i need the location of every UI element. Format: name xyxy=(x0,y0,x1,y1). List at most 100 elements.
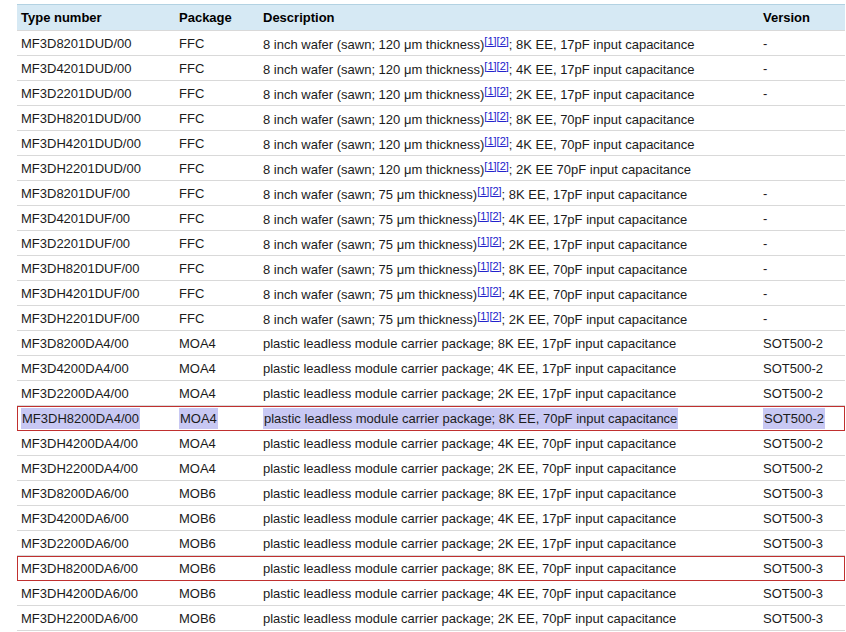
type-number: MF3DH4200DA4/00 xyxy=(21,436,138,451)
package: FFC xyxy=(179,161,204,176)
type-number-cell: MF3D8200DA6/00 xyxy=(17,481,175,506)
footnote-2-link[interactable]: [2] xyxy=(489,310,501,322)
footnote-2-link[interactable]: [2] xyxy=(489,235,501,247)
footnote-2-link[interactable]: [2] xyxy=(489,260,501,272)
package-cell: MOA4 xyxy=(175,331,259,356)
package: MOA4 xyxy=(179,361,216,376)
version-cell xyxy=(759,156,845,181)
type-number: MF3D8200DA4/00 xyxy=(21,336,129,351)
description-cell: 8 inch wafer (sawn; 120 μm thickness)[1]… xyxy=(259,81,759,106)
version-cell xyxy=(759,131,845,156)
description-cell: 8 inch wafer (sawn; 75 μm thickness)[1][… xyxy=(259,256,759,281)
footnote-2-link[interactable]: [2] xyxy=(489,210,501,222)
description-cell: 8 inch wafer (sawn; 75 μm thickness)[1][… xyxy=(259,306,759,331)
footnote-links: [1][2] xyxy=(477,262,501,277)
type-number-cell: MF3D4200DA4/00 xyxy=(17,356,175,381)
footnote-2-link[interactable]: [2] xyxy=(497,35,509,47)
version-cell: SOT500-3 xyxy=(759,606,845,631)
description-text: 8 inch wafer (sawn; 120 μm thickness) xyxy=(263,137,484,152)
package: MOB6 xyxy=(179,486,216,501)
header-row: Type number Package Description Version xyxy=(17,5,845,31)
version-cell: - xyxy=(759,31,845,56)
footnote-2-link[interactable]: [2] xyxy=(497,60,509,72)
type-number: MF3DH8200DA6/00 xyxy=(21,561,138,576)
table-row: MF3DH8200DA4/00 MOA4 plastic leadless mo… xyxy=(17,406,845,431)
type-number: MF3DH2200DA4/00 xyxy=(21,461,138,476)
table-row: MF3D8201DUF/00 FFC 8 inch wafer (sawn; 7… xyxy=(17,181,845,206)
footnote-1-link[interactable]: [1] xyxy=(484,110,496,122)
type-number-cell: MF3D2200DA4/00 xyxy=(17,381,175,406)
version-cell: - xyxy=(759,81,845,106)
description-text: plastic leadless module carrier package;… xyxy=(263,561,676,576)
package: MOB6 xyxy=(179,611,216,626)
column-header-type-number: Type number xyxy=(17,5,175,31)
type-number: MF3D2201DUF/00 xyxy=(21,236,130,251)
type-number: MF3D2201DUD/00 xyxy=(21,86,132,101)
type-number-cell: MF3DH2200DA4/00 xyxy=(17,456,175,481)
package: FFC xyxy=(179,61,204,76)
column-header-description: Description xyxy=(259,5,759,31)
version: SOT500-2 xyxy=(763,408,825,429)
footnote-1-link[interactable]: [1] xyxy=(477,285,489,297)
footnote-1-link[interactable]: [1] xyxy=(477,185,489,197)
footnote-2-link[interactable]: [2] xyxy=(497,110,509,122)
footnote-1-link[interactable]: [1] xyxy=(484,85,496,97)
footnote-2-link[interactable]: [2] xyxy=(497,160,509,172)
package: MOA4 xyxy=(179,336,216,351)
type-number-cell: MF3DH4201DUD/00 xyxy=(17,131,175,156)
description-cell: plastic leadless module carrier package;… xyxy=(259,606,759,631)
version: - xyxy=(763,236,767,251)
description-suffix: ; 4K EE, 70pF input capacitance xyxy=(502,287,688,302)
footnote-links: [1][2] xyxy=(484,137,508,152)
package-cell: MOA4 xyxy=(175,406,259,431)
package-cell: FFC xyxy=(175,131,259,156)
footnote-1-link[interactable]: [1] xyxy=(477,210,489,222)
description-suffix: ; 8K EE, 17pF input capacitance xyxy=(509,37,695,52)
description-cell: plastic leadless module carrier package;… xyxy=(259,531,759,556)
type-number: MF3DH2200DA6/00 xyxy=(21,611,138,626)
version: SOT500-3 xyxy=(763,486,823,501)
footnote-1-link[interactable]: [1] xyxy=(477,260,489,272)
version: - xyxy=(763,36,767,51)
footnote-links: [1][2] xyxy=(484,87,508,102)
footnote-links: [1][2] xyxy=(484,62,508,77)
version: SOT500-3 xyxy=(763,611,823,626)
table-row: MF3D2201DUF/00 FFC 8 inch wafer (sawn; 7… xyxy=(17,231,845,256)
description-cell: plastic leadless module carrier package;… xyxy=(259,406,759,431)
footnote-1-link[interactable]: [1] xyxy=(477,235,489,247)
version: - xyxy=(763,286,767,301)
footnote-2-link[interactable]: [2] xyxy=(497,85,509,97)
type-number: MF3D2200DA6/00 xyxy=(21,536,129,551)
column-header-version: Version xyxy=(759,5,845,31)
type-number: MF3DH4200DA6/00 xyxy=(21,586,138,601)
footnote-1-link[interactable]: [1] xyxy=(484,160,496,172)
type-number: MF3D4200DA4/00 xyxy=(21,361,129,376)
package: FFC xyxy=(179,186,204,201)
type-number: MF3D8200DA6/00 xyxy=(21,486,129,501)
package-cell: MOA4 xyxy=(175,381,259,406)
footnote-2-link[interactable]: [2] xyxy=(489,185,501,197)
description-cell: 8 inch wafer (sawn; 75 μm thickness)[1][… xyxy=(259,181,759,206)
type-number: MF3DH8201DUF/00 xyxy=(21,261,140,276)
type-number-cell: MF3D2201DUF/00 xyxy=(17,231,175,256)
description-suffix: ; 8K EE, 70pF input capacitance xyxy=(509,112,695,127)
footnote-1-link[interactable]: [1] xyxy=(484,35,496,47)
version-cell: - xyxy=(759,56,845,81)
footnote-2-link[interactable]: [2] xyxy=(497,135,509,147)
package-cell: FFC xyxy=(175,106,259,131)
footnote-1-link[interactable]: [1] xyxy=(484,135,496,147)
description-cell: 8 inch wafer (sawn; 120 μm thickness)[1]… xyxy=(259,56,759,81)
type-number-cell: MF3D2200DA6/00 xyxy=(17,531,175,556)
footnote-1-link[interactable]: [1] xyxy=(477,310,489,322)
description-text: plastic leadless module carrier package;… xyxy=(263,461,676,476)
footnote-2-link[interactable]: [2] xyxy=(489,285,501,297)
type-number-cell: MF3DH8201DUF/00 xyxy=(17,256,175,281)
description-cell: 8 inch wafer (sawn; 75 μm thickness)[1][… xyxy=(259,231,759,256)
description-cell: plastic leadless module carrier package;… xyxy=(259,506,759,531)
version-cell: SOT500-3 xyxy=(759,581,845,606)
description-cell: plastic leadless module carrier package;… xyxy=(259,456,759,481)
footnote-1-link[interactable]: [1] xyxy=(484,60,496,72)
version: SOT500-3 xyxy=(763,536,823,551)
description-text: 8 inch wafer (sawn; 120 μm thickness) xyxy=(263,37,484,52)
description-text: plastic leadless module carrier package;… xyxy=(263,361,676,376)
